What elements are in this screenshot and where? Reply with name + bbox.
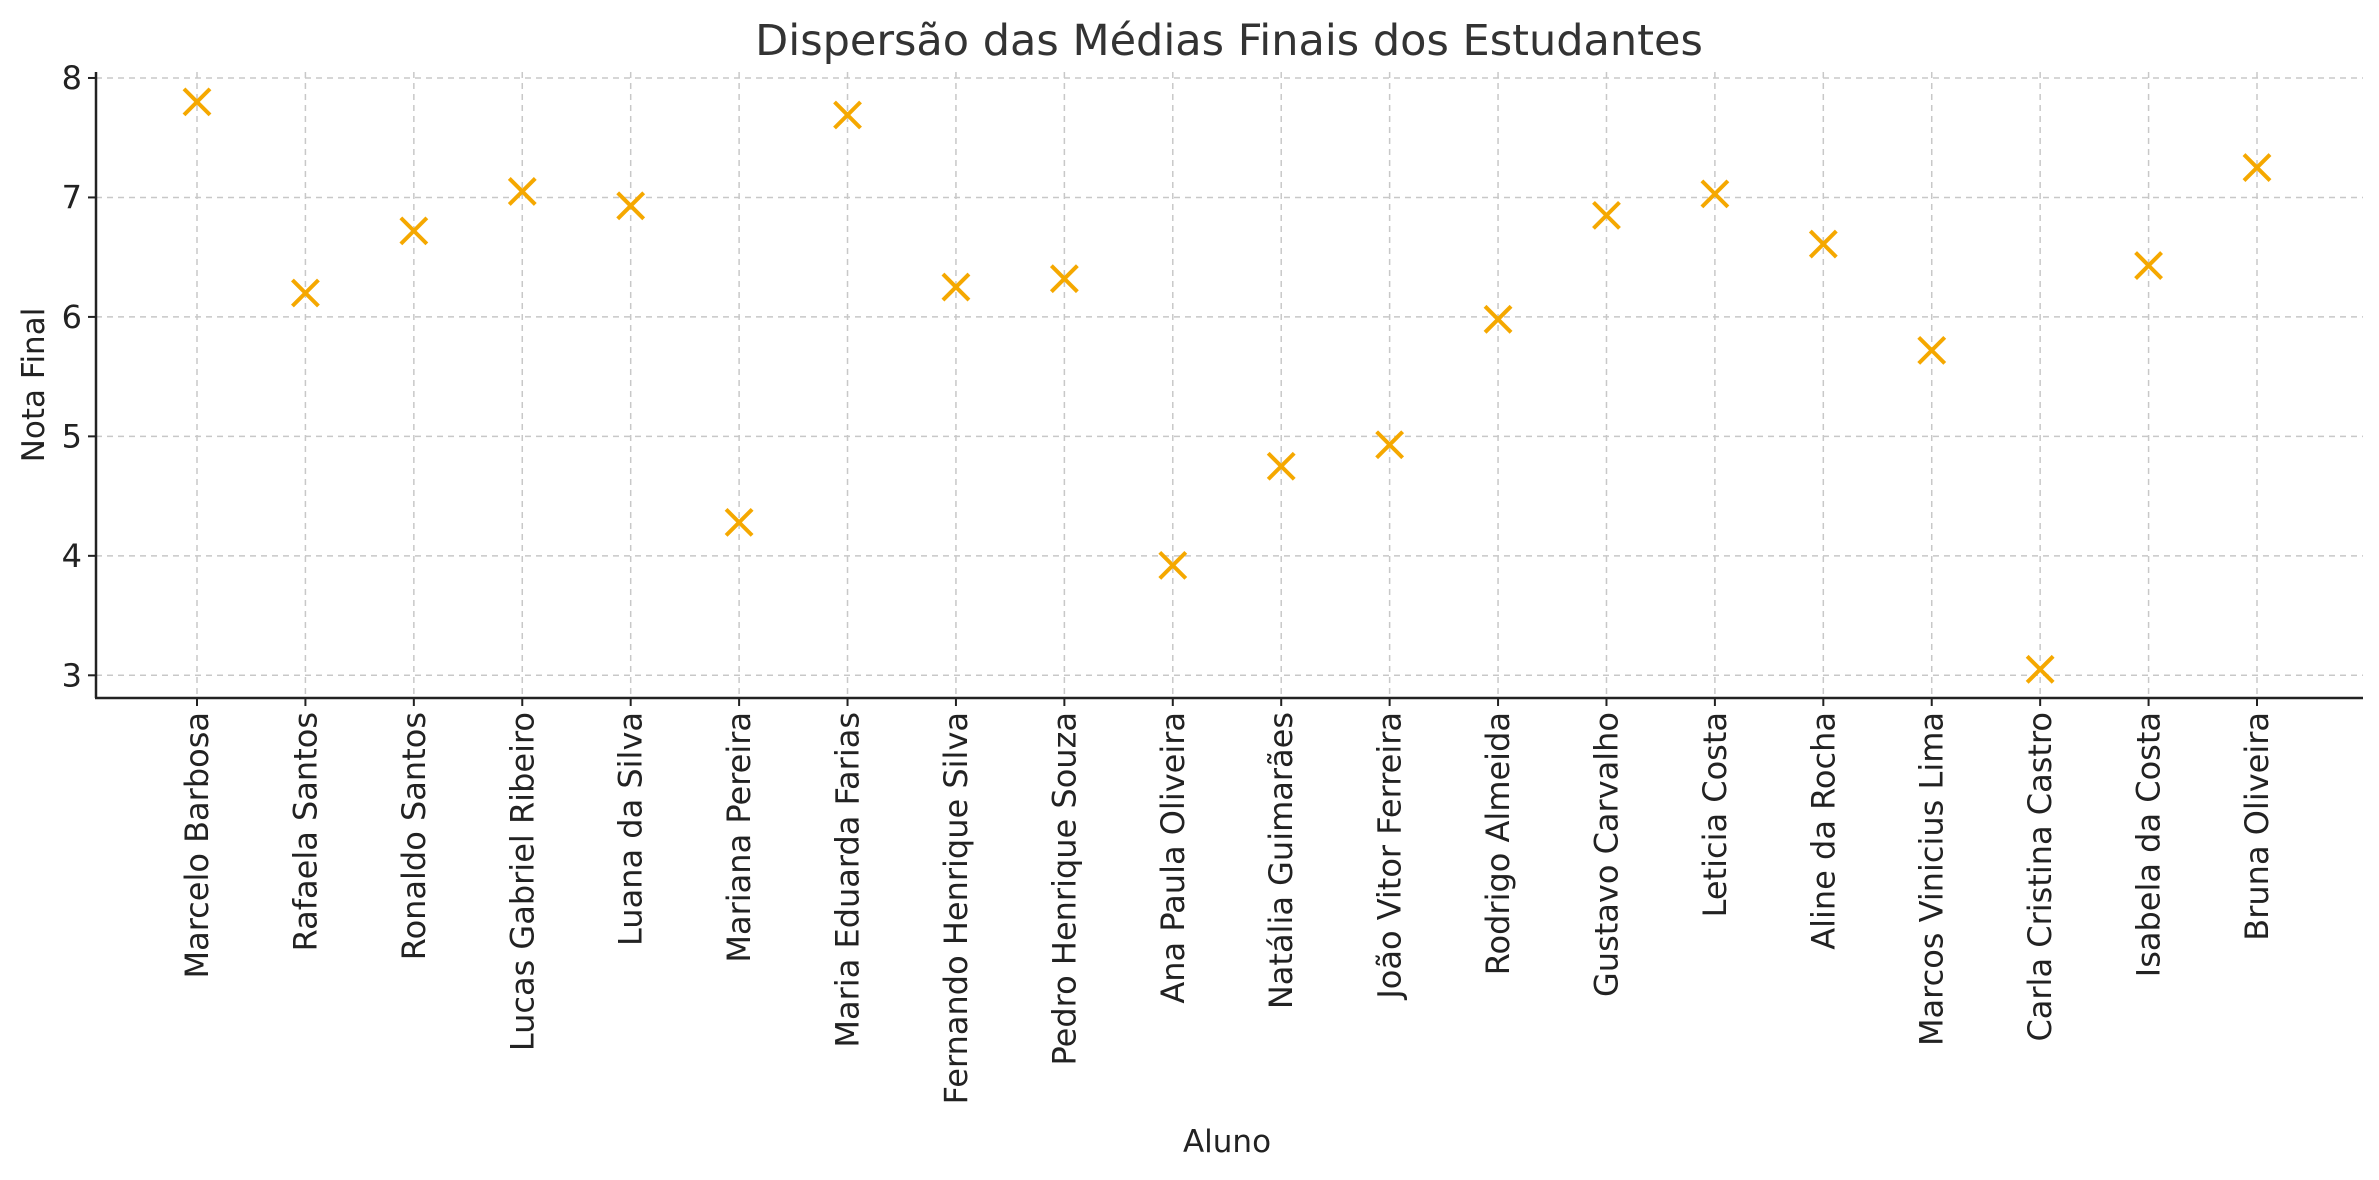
- data-point: [1917, 335, 1947, 365]
- y-axis-label: Nota Final: [16, 308, 52, 463]
- y-tick-label: 8: [62, 59, 82, 97]
- data-point: [1592, 200, 1621, 230]
- y-tick-label: 6: [62, 298, 82, 336]
- x-tick-label: Aline da Rocha: [1804, 712, 1842, 950]
- data-point: [1049, 264, 1079, 294]
- x-tick-label: Mariana Pereira: [720, 712, 758, 963]
- x-tick-label: Ronaldo Santos: [395, 712, 433, 960]
- x-tick-label: Leticia Costa: [1696, 712, 1734, 917]
- data-point: [1158, 550, 1188, 580]
- x-tick-label: Lucas Gabriel Ribeiro: [503, 712, 541, 1051]
- x-tick-label: Marcelo Barbosa: [178, 712, 216, 978]
- data-point: [1375, 430, 1405, 460]
- x-tick-label: Fernando Henrique Silva: [937, 712, 975, 1104]
- x-tick-label: Rodrigo Almeida: [1479, 712, 1517, 975]
- y-tick-label: 7: [62, 178, 82, 216]
- data-point: [1808, 229, 1838, 259]
- x-tick-label: João Vitor Ferreira: [1371, 712, 1409, 1001]
- data-point: [2025, 654, 2055, 684]
- axis-ticks: [88, 76, 2258, 706]
- data-point: [399, 216, 429, 246]
- x-tick-label: Ana Paula Oliveira: [1154, 712, 1192, 1004]
- chart-title: Dispersão das Médias Finais dos Estudant…: [755, 16, 1703, 66]
- data-point: [182, 87, 212, 117]
- y-tick-labels: 3 4 5 6 7 8: [62, 59, 82, 694]
- data-point: [2242, 153, 2272, 182]
- grid-lines: [96, 72, 2363, 698]
- data-point: [2134, 251, 2163, 280]
- data-point: [1700, 179, 1730, 209]
- x-tick-label: Marcos Vinicius Lima: [1913, 712, 1951, 1046]
- x-tick-label: Natália Guimarães: [1262, 712, 1300, 1009]
- x-tick-label: Gustavo Carvalho: [1587, 712, 1625, 997]
- data-point: [724, 507, 754, 537]
- y-tick-label: 4: [62, 537, 82, 575]
- data-point: [941, 272, 971, 302]
- x-tick-label: Rafaela Santos: [286, 712, 324, 951]
- data-point: [833, 100, 862, 130]
- x-tick-label: Isabela da Costa: [2130, 712, 2168, 977]
- y-tick-label: 5: [62, 417, 82, 455]
- y-tick-label: 3: [62, 656, 82, 694]
- x-tick-label: Carla Cristina Castro: [2021, 712, 2059, 1042]
- x-tick-label: Pedro Henrique Souza: [1045, 712, 1083, 1065]
- data-point: [1483, 304, 1513, 334]
- data-point: [1266, 451, 1296, 481]
- x-tick-label: Bruna Oliveira: [2238, 712, 2276, 941]
- x-tick-label: Maria Eduarda Farias: [829, 712, 867, 1048]
- x-tick-labels: Marcelo Barbosa Rafaela Santos Ronaldo San…: [178, 712, 2276, 1104]
- data-points: [182, 87, 2272, 684]
- data-point: [616, 191, 646, 221]
- data-point: [507, 177, 537, 206]
- x-axis-label: Aluno: [1183, 1124, 1271, 1160]
- x-tick-label: Luana da Silva: [612, 712, 650, 946]
- data-point: [291, 278, 320, 308]
